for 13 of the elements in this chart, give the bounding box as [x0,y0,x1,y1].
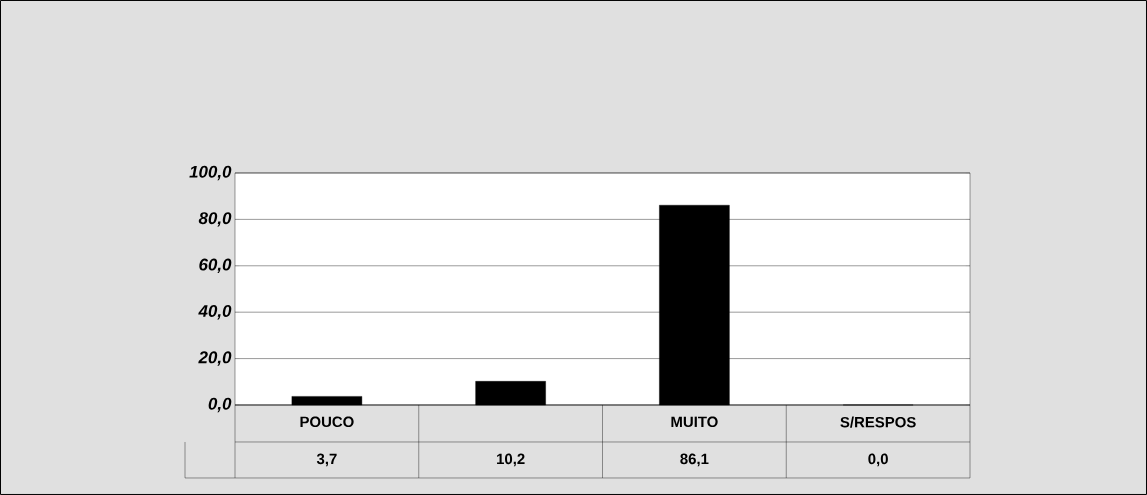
y-tick-label: 80,0 [198,212,232,227]
y-tick-label: 20,0 [198,351,232,366]
y-tick-label: 60,0 [199,258,232,274]
x-tick-label: S/RESPOS [840,416,916,428]
y-tick-label: 0,0 [208,397,232,413]
data-label: 86,1 [680,453,709,467]
data-label: 3,7 [316,453,337,467]
data-label: 0,0 [868,453,888,467]
y-tick-label: 40,0 [198,304,232,320]
x-tick-label: MUITO [671,416,718,428]
data-label: 10,2 [497,453,525,467]
y-tick-label: 100,0 [189,165,232,181]
x-tick-label: POUCO [300,416,354,428]
